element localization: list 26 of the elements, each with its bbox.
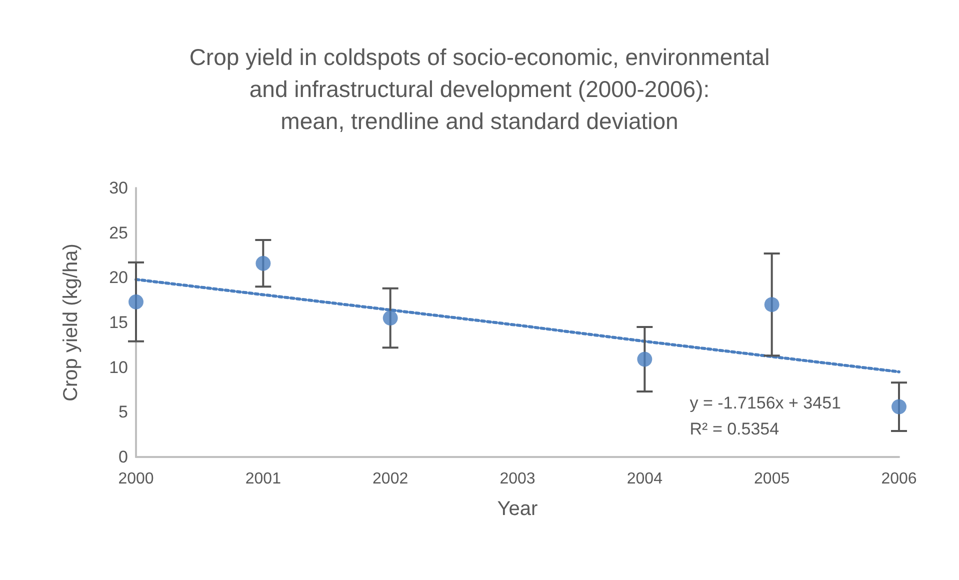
- x-tick-label: 2005: [754, 470, 790, 488]
- y-tick-label: 0: [118, 448, 128, 466]
- point: [382, 310, 398, 326]
- x-tick-label: 2003: [500, 470, 536, 488]
- y-tick-label: 5: [118, 402, 128, 422]
- line-series: [134, 278, 900, 374]
- point: [128, 294, 144, 310]
- annotation: R² = 0.5354: [690, 420, 780, 438]
- y-tick-label: 20: [109, 268, 128, 288]
- point: [764, 297, 780, 312]
- x-tick-label: 2000: [118, 470, 154, 488]
- point: [892, 399, 906, 414]
- x-tick-label: 2006: [881, 470, 917, 488]
- chart-title: Crop yield in coldspots of socio-economic, environmental and infrastructural development (2000-2006): mean, trendline and standard deviation: [189, 44, 770, 134]
- x-tick-label: 2004: [626, 470, 663, 488]
- point: [637, 352, 652, 367]
- point: [256, 256, 271, 271]
- y-axis-title: Crop yield (kg/ha): [60, 244, 82, 402]
- annotation: y = -1.7156x + 3451: [690, 394, 842, 412]
- x-tick-label: 2002: [372, 470, 408, 488]
- x-axis-title: Year: [497, 498, 538, 520]
- y-tick-label: 25: [109, 223, 128, 242]
- y-tick-label: 30: [109, 178, 128, 198]
- y-tick-label: 10: [109, 358, 128, 377]
- x-tick-label: 2001: [245, 470, 282, 488]
- y-tick-label: 15: [109, 313, 128, 332]
